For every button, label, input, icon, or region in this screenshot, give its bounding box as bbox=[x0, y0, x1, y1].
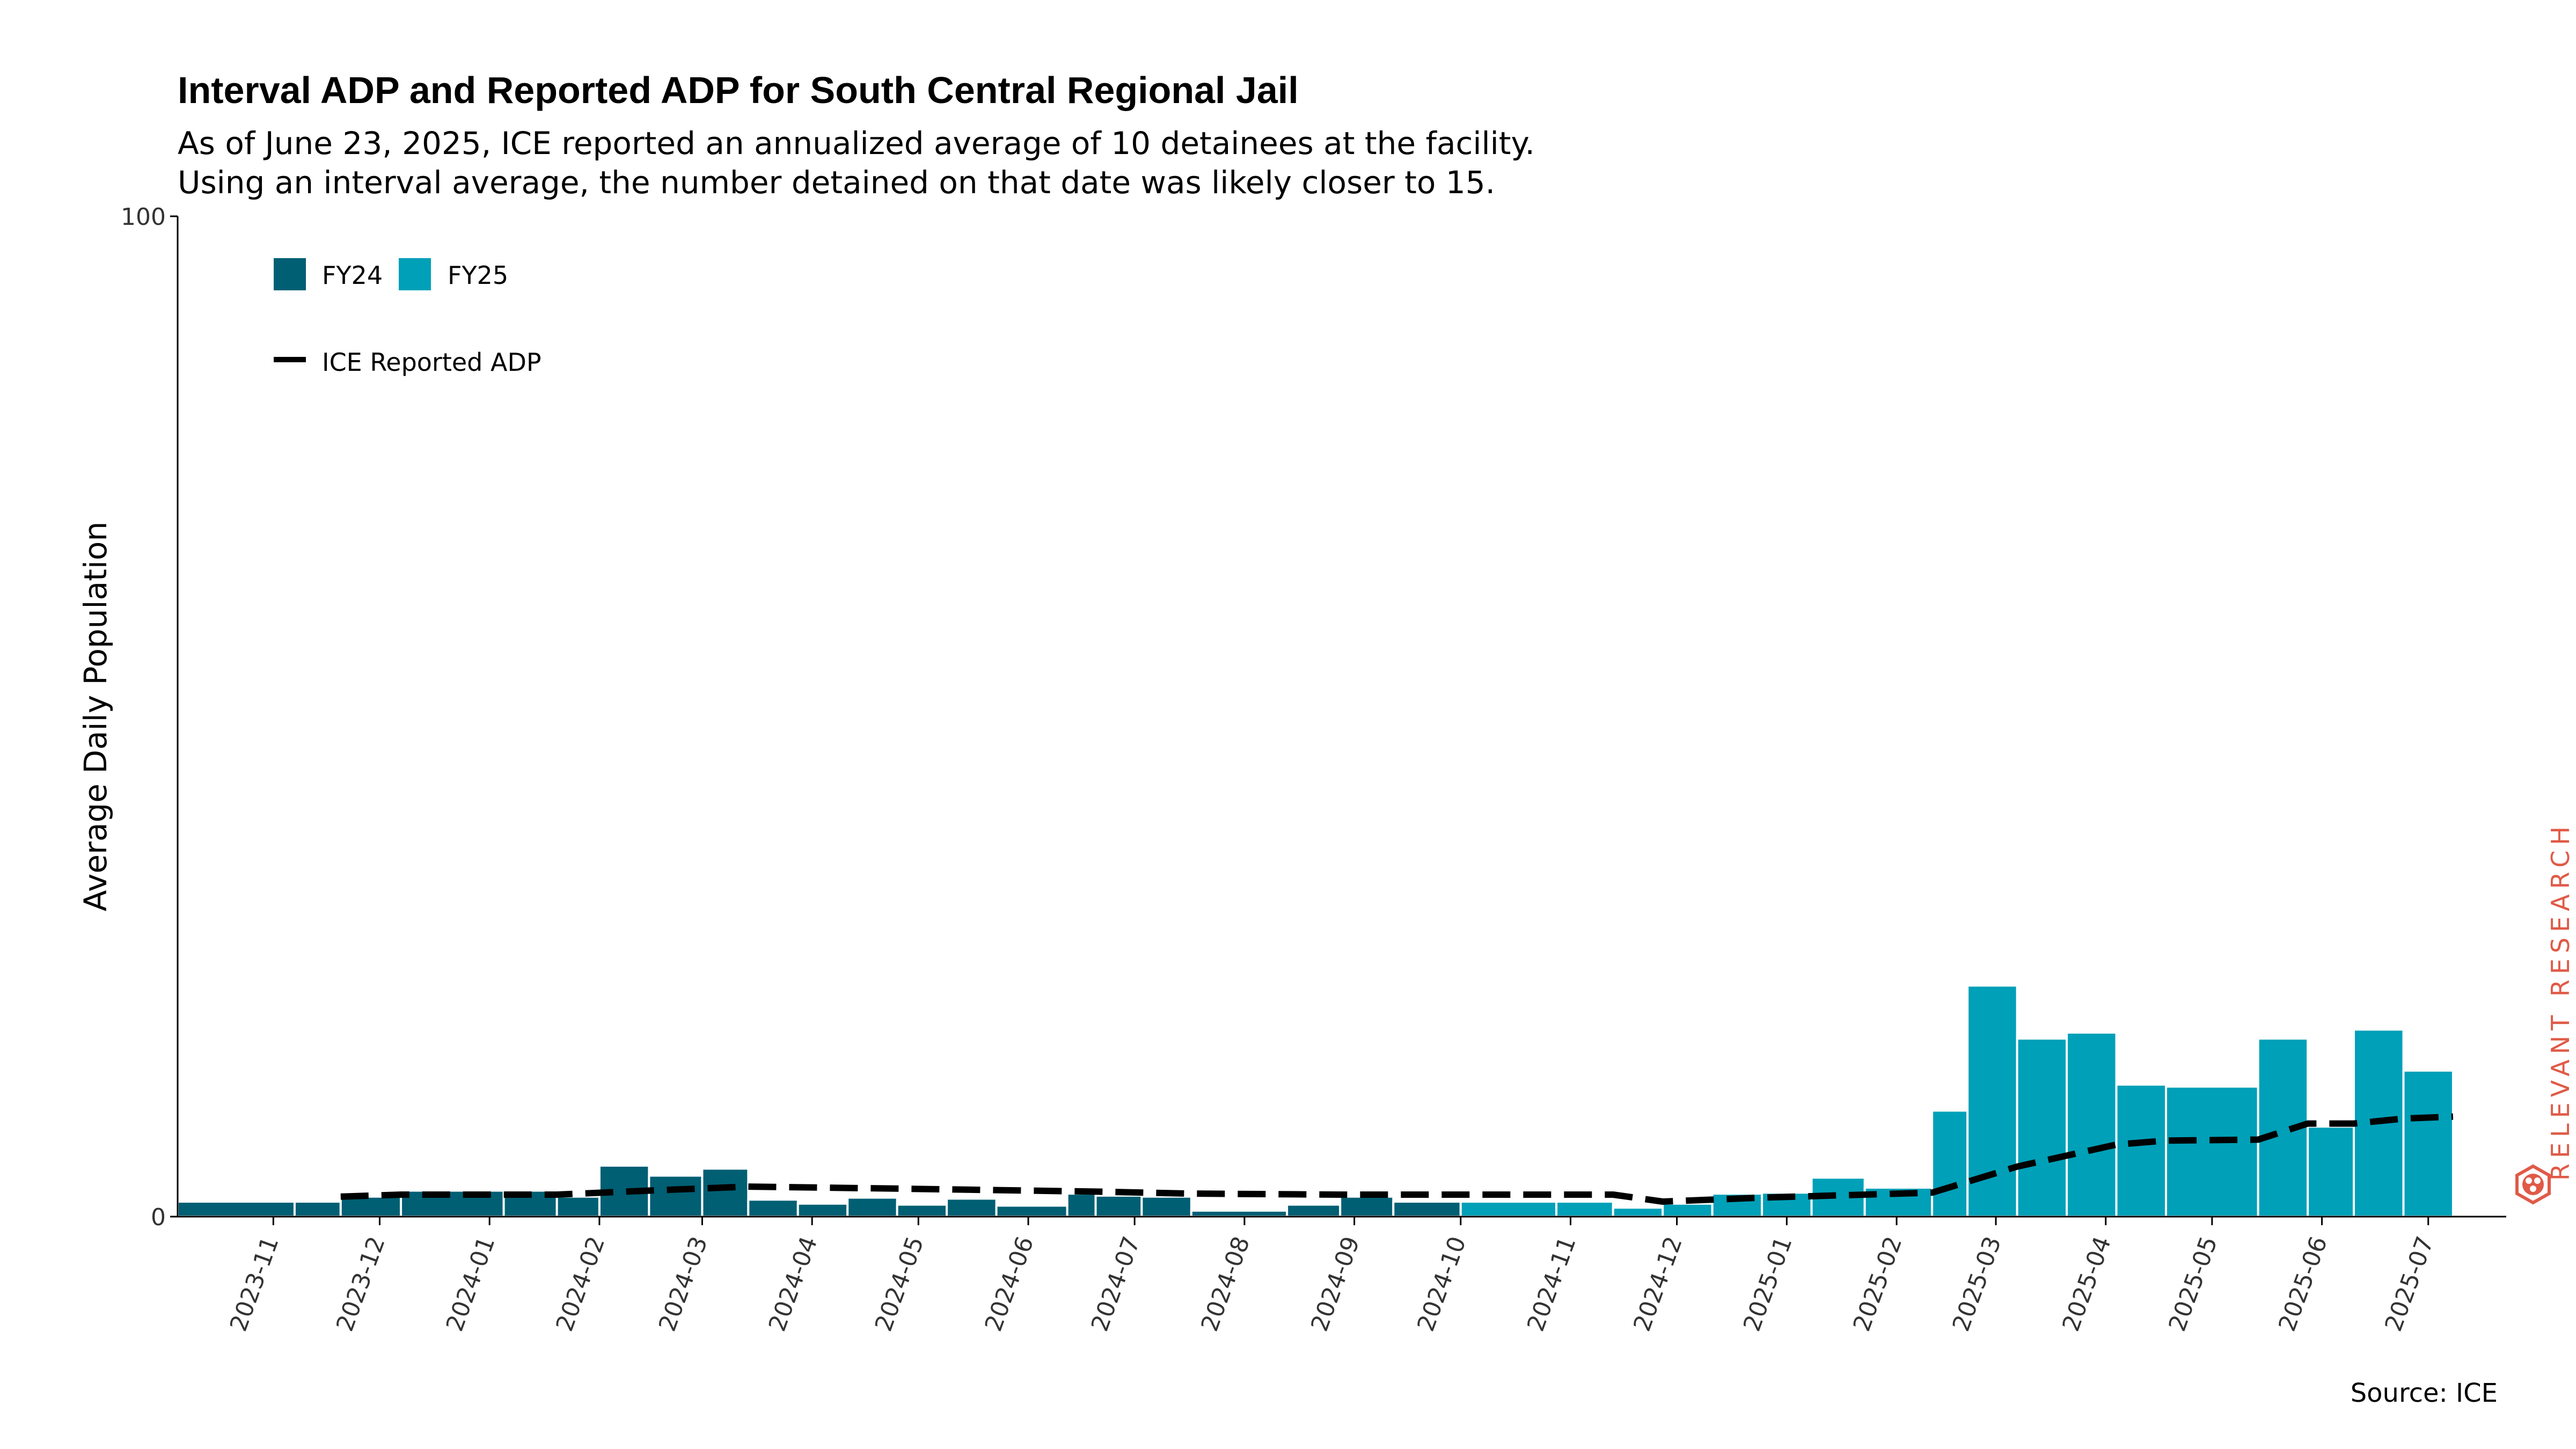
bar-2025-06-24-fy25 bbox=[2402, 1069, 2454, 1218]
chart-subtitle-line-1: As of June 23, 2025, ICE reported an ann… bbox=[178, 125, 1535, 162]
x-tick-label-2025-05: 2025-05 bbox=[2163, 1233, 2223, 1335]
bar-2024-06-20-fy24 bbox=[1094, 1194, 1143, 1218]
bar-2025-04-04-fy25 bbox=[2115, 1083, 2167, 1218]
x-tick-label-2024-07: 2024-07 bbox=[1086, 1233, 1146, 1335]
bar-2023-11-07-fy24 bbox=[293, 1201, 342, 1218]
bar-2025-03-21-fy25 bbox=[2066, 1031, 2118, 1218]
bar-2023-11-20-fy24 bbox=[339, 1195, 402, 1218]
y-axis-label: Average Daily Population bbox=[77, 521, 114, 912]
legend-swatch-reported-adp bbox=[274, 357, 306, 362]
bar-2024-03-14-fy24 bbox=[747, 1198, 799, 1218]
bar-2025-02-11-fy25 bbox=[1931, 1109, 1969, 1218]
bar-2024-06-12-fy24 bbox=[1066, 1192, 1097, 1218]
x-tick-label-2024-08: 2024-08 bbox=[1196, 1233, 1255, 1335]
y-tick-label-0: 0 bbox=[151, 1204, 166, 1231]
bar-2024-11-13-fy25 bbox=[1612, 1206, 1664, 1218]
bar-2024-03-28-fy24 bbox=[796, 1202, 849, 1218]
bar-2024-01-20-fy24 bbox=[555, 1195, 601, 1218]
legend-label-reported-adp: ICE Reported ADP bbox=[322, 348, 541, 377]
x-tick-label-2024-03: 2024-03 bbox=[654, 1233, 713, 1335]
bar-2024-10-01-fy25 bbox=[1459, 1201, 1558, 1218]
x-tick-label-2024-06: 2024-06 bbox=[980, 1233, 1040, 1335]
axes-layer bbox=[177, 216, 2506, 1218]
x-tick-label-2025-02: 2025-02 bbox=[1848, 1233, 1908, 1335]
x-tick-label-2023-11: 2023-11 bbox=[225, 1233, 284, 1335]
reported-adp-layer bbox=[340, 1113, 2454, 1205]
logo-text: RELEVANT RESEARCH bbox=[2546, 821, 2575, 1181]
x-tick-label-2024-02: 2024-02 bbox=[551, 1233, 610, 1335]
x-tick-label-2024-09: 2024-09 bbox=[1306, 1233, 1365, 1335]
bar-2024-02-15-fy24 bbox=[648, 1174, 704, 1218]
relevant-research-logo bbox=[2515, 1164, 2551, 1205]
x-tick-label-2025-04: 2025-04 bbox=[2057, 1233, 2117, 1335]
bar-2024-10-28-fy25 bbox=[1555, 1201, 1614, 1218]
reported-adp-line bbox=[340, 1113, 2454, 1205]
chart-subtitle-line-2: Using an interval average, the number de… bbox=[178, 164, 1496, 201]
x-tick-label-2024-04: 2024-04 bbox=[764, 1233, 823, 1335]
bar-2024-07-17-fy24 bbox=[1190, 1209, 1289, 1218]
x-tick-label-2025-03: 2025-03 bbox=[1948, 1233, 2007, 1335]
bar-2025-03-07-fy25 bbox=[2016, 1037, 2068, 1218]
y-tick-label-100: 100 bbox=[121, 203, 166, 231]
bar-2024-07-03-fy24 bbox=[1140, 1195, 1192, 1218]
bar-2024-11-27-fy25 bbox=[1662, 1202, 1714, 1218]
bar-2024-05-09-fy24 bbox=[946, 1197, 998, 1218]
bar-2024-08-13-fy24 bbox=[1286, 1203, 1342, 1218]
x-tick-label-2024-11: 2024-11 bbox=[1522, 1233, 1582, 1335]
bar-2024-09-12-fy24 bbox=[1392, 1201, 1462, 1218]
source-note: Source: ICE bbox=[2350, 1378, 2498, 1408]
bar-2023-10-05-fy24 bbox=[177, 1201, 296, 1218]
x-tick-label-2025-07: 2025-07 bbox=[2380, 1233, 2439, 1335]
bar-2025-04-18-fy25 bbox=[2164, 1085, 2259, 1218]
bar-2024-04-25-fy24 bbox=[896, 1203, 948, 1218]
bar-2024-04-11-fy24 bbox=[846, 1196, 898, 1218]
bar-2024-08-28-fy24 bbox=[1339, 1195, 1395, 1218]
x-tick-label-2025-06: 2025-06 bbox=[2273, 1233, 2333, 1335]
legend-swatch-fy24 bbox=[274, 258, 306, 290]
legend-label-fy24: FY24 bbox=[322, 261, 383, 290]
legend-label-fy25: FY25 bbox=[448, 261, 509, 290]
legend-swatch-fy25 bbox=[399, 258, 431, 290]
x-tick-label-2023-12: 2023-12 bbox=[331, 1233, 391, 1335]
x-tick-label-2024-01: 2024-01 bbox=[441, 1233, 501, 1335]
bar-2024-05-23-fy24 bbox=[995, 1204, 1069, 1218]
x-tick-label-2025-01: 2025-01 bbox=[1738, 1233, 1798, 1335]
x-tick-label-2024-10: 2024-10 bbox=[1412, 1233, 1472, 1335]
x-tick-label-2024-05: 2024-05 bbox=[870, 1233, 930, 1335]
x-tick-label-2024-12: 2024-12 bbox=[1628, 1233, 1688, 1335]
bar-2024-03-01-fy24 bbox=[701, 1167, 750, 1218]
bar-2025-05-28-fy25 bbox=[2307, 1125, 2355, 1218]
bars-layer bbox=[177, 984, 2454, 1218]
chart-title: Interval ADP and Reported ADP for South … bbox=[178, 69, 1299, 111]
